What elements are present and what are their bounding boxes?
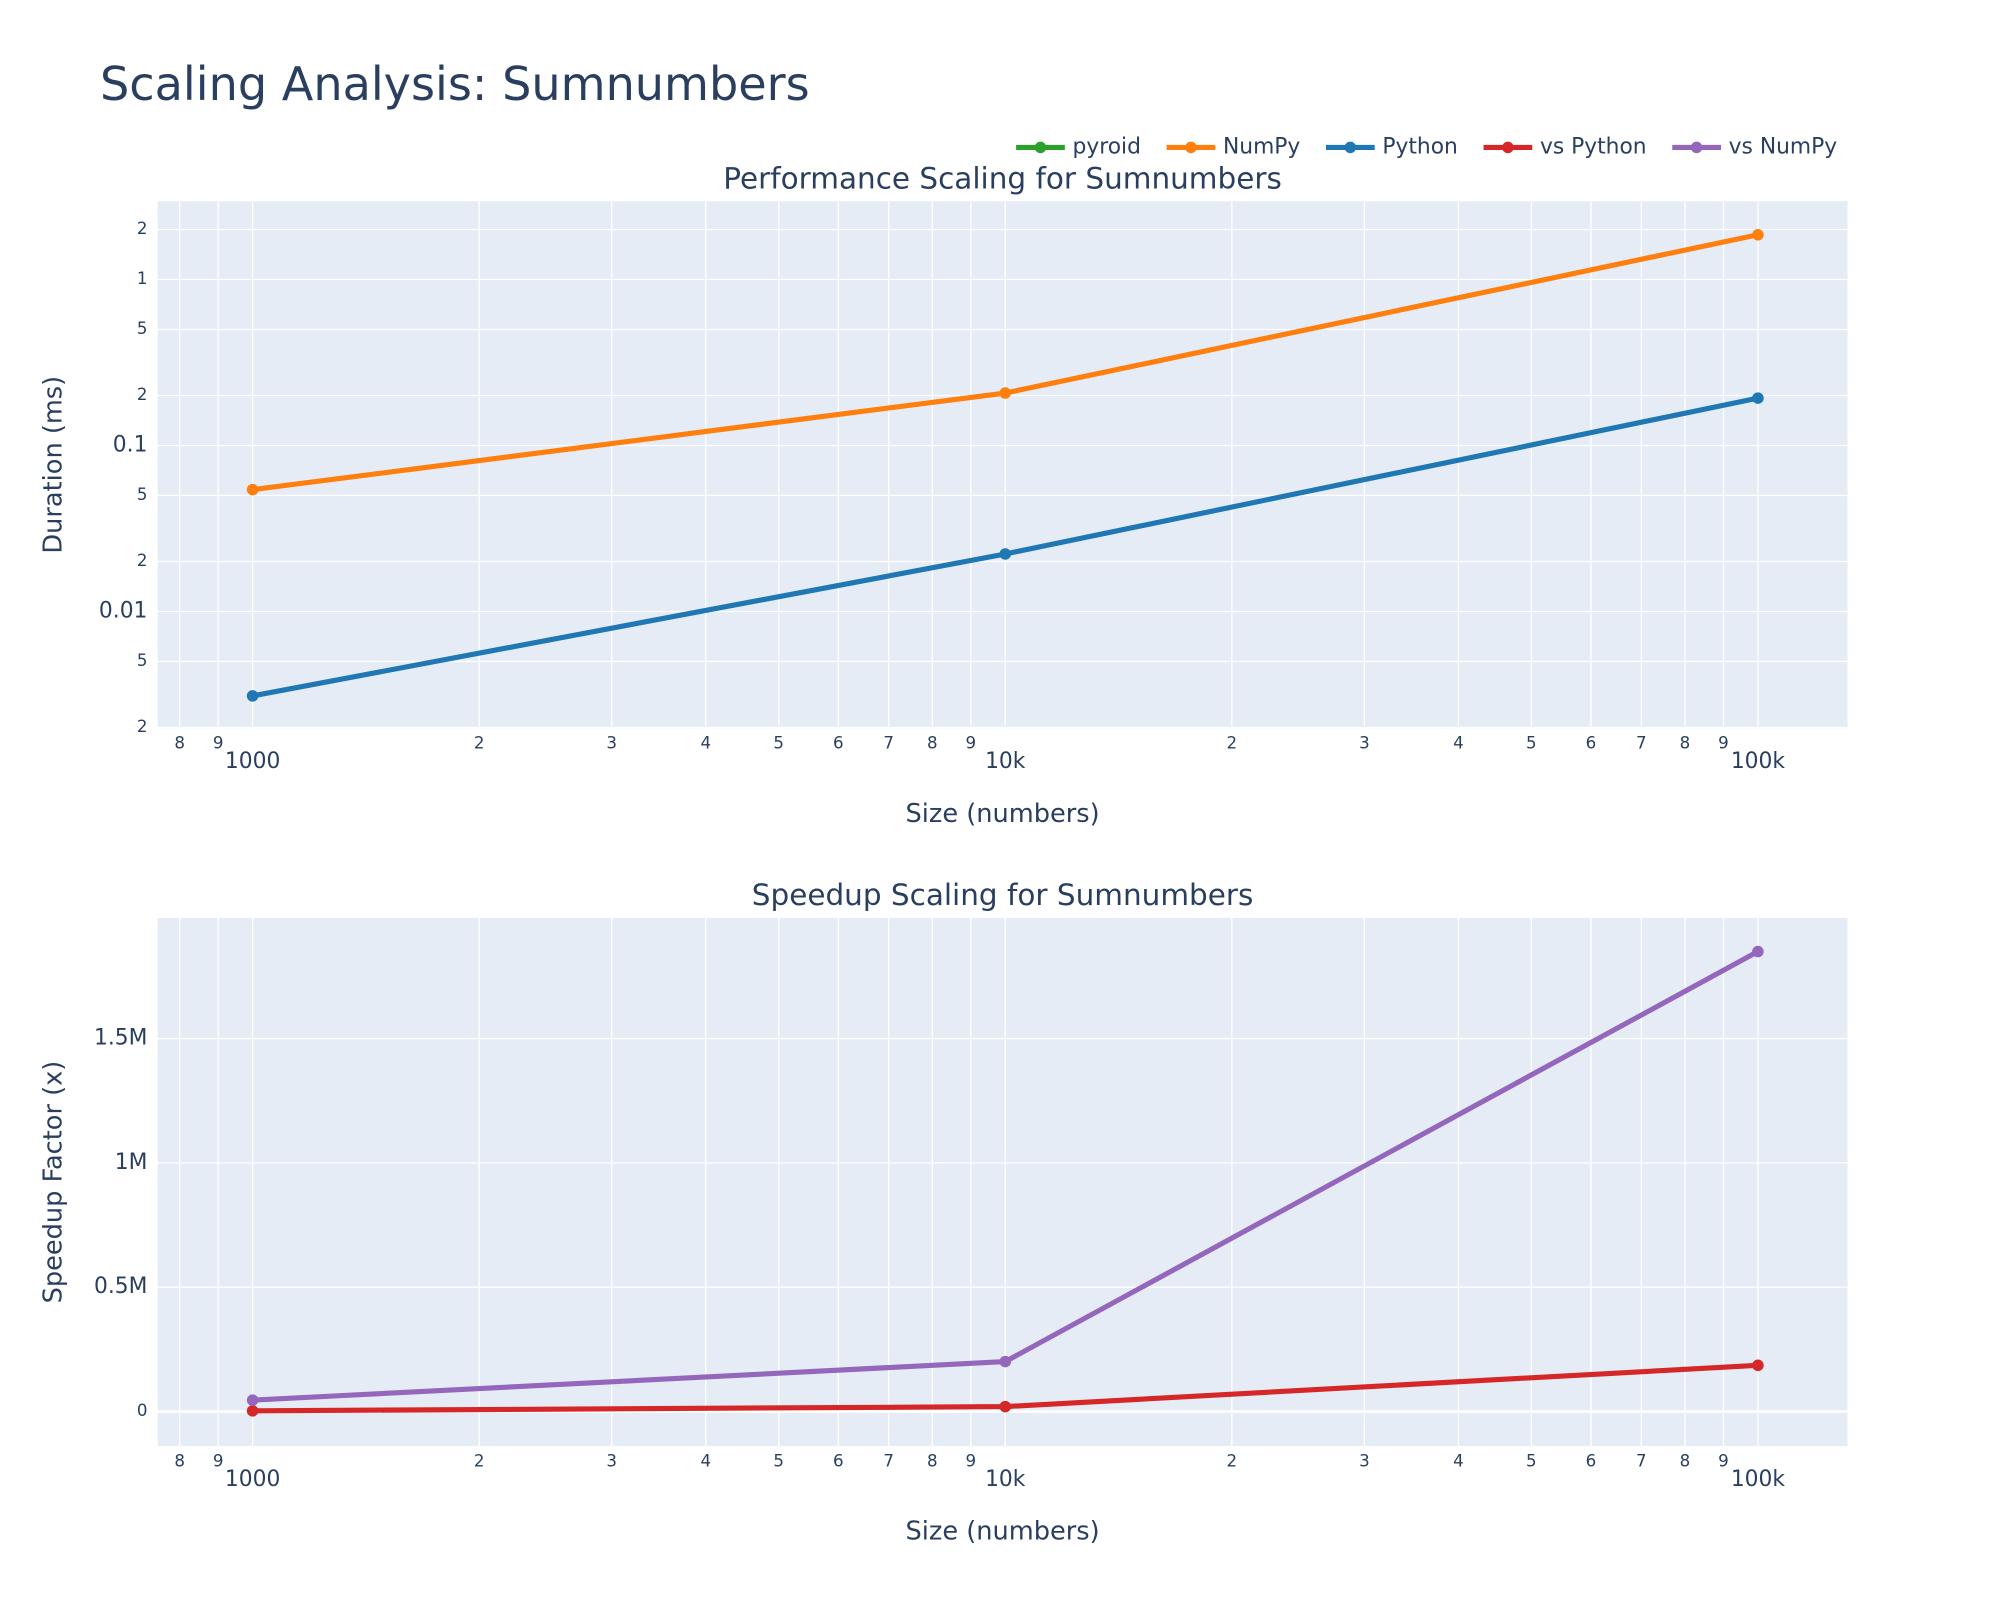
y-tick-label: 5 [137,319,148,338]
x-tick-label: 1000 [225,749,280,774]
x-tick-label: 9 [1718,734,1729,753]
y-axis-label: Speedup Factor (x) [39,1061,69,1304]
x-tick-label: 4 [1453,734,1464,753]
x-tick-label: 5 [773,734,784,753]
data-point [246,1405,259,1417]
x-tick-label: 100k [1731,1467,1786,1492]
x-tick-label: 2 [1227,734,1238,753]
subplot-title: Speedup Scaling for Sumnumbers [752,878,1254,912]
y-tick-label: 1M [115,1150,148,1175]
x-tick-label: 3 [1359,1452,1370,1471]
y-tick-label: 0.5M [94,1274,147,1299]
x-tick-label: 100k [1731,749,1786,774]
legend-item: vs Python [1483,134,1647,159]
subplot-title: Performance Scaling for Sumnumbers [723,161,1282,195]
legend-label: NumPy [1223,134,1300,159]
x-tick-label: 10k [985,1467,1026,1492]
data-point [246,1394,259,1406]
data-point [246,483,259,496]
x-tick-label: 8 [174,1452,185,1471]
x-tick-label: 2 [474,1452,485,1471]
plot-background [157,201,1848,729]
legend-item: vs NumPy [1672,134,1837,159]
y-tick-label: 0.1 [113,432,148,457]
x-tick-label: 1000 [225,1467,280,1492]
data-point [1752,945,1764,958]
x-tick-label: 2 [474,734,485,753]
legend-marker [1690,141,1703,154]
x-tick-label: 6 [1586,1452,1597,1471]
x-tick-label: 9 [1718,1452,1729,1471]
x-tick-label: 3 [606,1452,617,1471]
legend-label: vs NumPy [1729,134,1838,159]
y-tick-label: 5 [137,651,148,670]
y-tick-label: 2 [137,717,148,736]
y-tick-label: 5 [137,485,148,504]
x-axis-label: Size (numbers) [906,1517,1100,1547]
x-tick-label: 6 [833,734,844,753]
data-point [999,1355,1012,1368]
plot-background [157,917,1848,1447]
legend-label: pyroid [1073,134,1141,159]
x-tick-label: 8 [927,1452,938,1471]
data-point [999,387,1012,399]
x-tick-label: 8 [1680,734,1691,753]
x-tick-label: 10k [985,749,1026,774]
y-tick-label: 0 [137,1401,148,1420]
x-axis-label: Size (numbers) [906,799,1100,829]
y-tick-label: 0.01 [99,598,148,623]
legend-marker [1185,141,1197,154]
y-tick-label: 2 [137,219,148,238]
legend-marker [1034,141,1047,154]
x-tick-label: 2 [1227,1452,1238,1471]
page-title: Scaling Analysis: Sumnumbers [100,57,810,111]
x-tick-label: 4 [700,734,711,753]
legend-item: pyroid [1016,134,1141,159]
legend: pyroid NumPy Python vs Python vs NumPy [1016,134,1837,159]
x-tick-label: 4 [1453,1452,1464,1471]
x-tick-label: 7 [883,734,894,753]
x-tick-label: 7 [883,1452,894,1471]
x-tick-label: 3 [1359,734,1370,753]
x-tick-label: 6 [1586,734,1597,753]
plot-series [246,945,1764,1417]
data-point [246,690,259,702]
y-tick-label: 1 [137,269,148,288]
data-point [1752,1359,1764,1372]
x-tick-label: 7 [1636,734,1647,753]
y-tick-label: 2 [137,551,148,570]
x-tick-label: 4 [700,1452,711,1471]
x-tick-label: 5 [1526,734,1537,753]
x-tick-label: 9 [966,1452,977,1471]
data-point [999,548,1012,560]
x-tick-label: 6 [833,1452,844,1471]
data-point [1752,392,1764,404]
y-axis-label: Duration (ms) [39,376,69,554]
legend-item: Python [1325,134,1458,159]
x-tick-label: 5 [773,1452,784,1471]
x-tick-label: 7 [1636,1452,1647,1471]
x-tick-label: 8 [927,734,938,753]
data-point [999,1400,1012,1413]
x-tick-label: 9 [213,1452,224,1471]
legend-label: Python [1382,134,1458,159]
x-tick-label: 9 [966,734,977,753]
x-tick-label: 9 [213,734,224,753]
data-point [1752,229,1764,241]
y-tick-label: 1.5M [94,1026,147,1051]
legend-marker [1344,141,1357,154]
legend-marker [1502,141,1514,154]
x-tick-label: 8 [174,734,185,753]
legend-item: NumPy [1166,134,1300,159]
legend-label: vs Python [1540,134,1647,159]
y-tick-label: 2 [137,385,148,404]
x-tick-label: 5 [1526,1452,1537,1471]
x-tick-label: 8 [1680,1452,1691,1471]
plot-series [246,229,1764,702]
x-tick-label: 3 [606,734,617,753]
